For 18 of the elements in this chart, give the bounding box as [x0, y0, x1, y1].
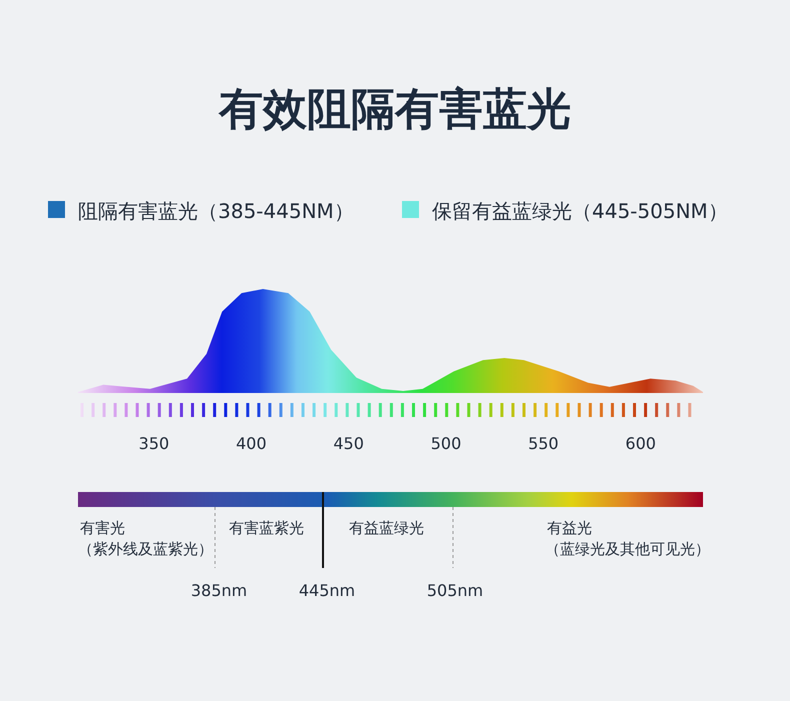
text: 有害蓝紫光 — [229, 519, 304, 537]
text: （蓝绿光及其他可见光） — [545, 540, 710, 558]
text: 445nm — [298, 581, 356, 600]
x-tick-label: 500 — [430, 434, 462, 453]
text: （紫外线及蓝紫光） — [78, 540, 213, 558]
x-tick-label: 400 — [236, 434, 267, 453]
text: 385nm — [190, 581, 248, 600]
text: 保留有益蓝绿光（445-505NM） — [432, 199, 728, 223]
text: 505nm — [426, 581, 484, 600]
text: 有害光 — [80, 519, 125, 537]
x-tick-label: 550 — [528, 434, 559, 453]
text: 阻隔有害蓝光（385-445NM） — [78, 199, 354, 223]
chart-title: 有效阻隔有害蓝光 — [218, 84, 571, 135]
text: 有益蓝绿光 — [349, 519, 424, 537]
x-tick-label: 350 — [138, 434, 170, 453]
x-tick-label: 600 — [625, 434, 656, 453]
text: 有益光 — [547, 519, 592, 537]
x-tick-label: 450 — [333, 434, 364, 453]
